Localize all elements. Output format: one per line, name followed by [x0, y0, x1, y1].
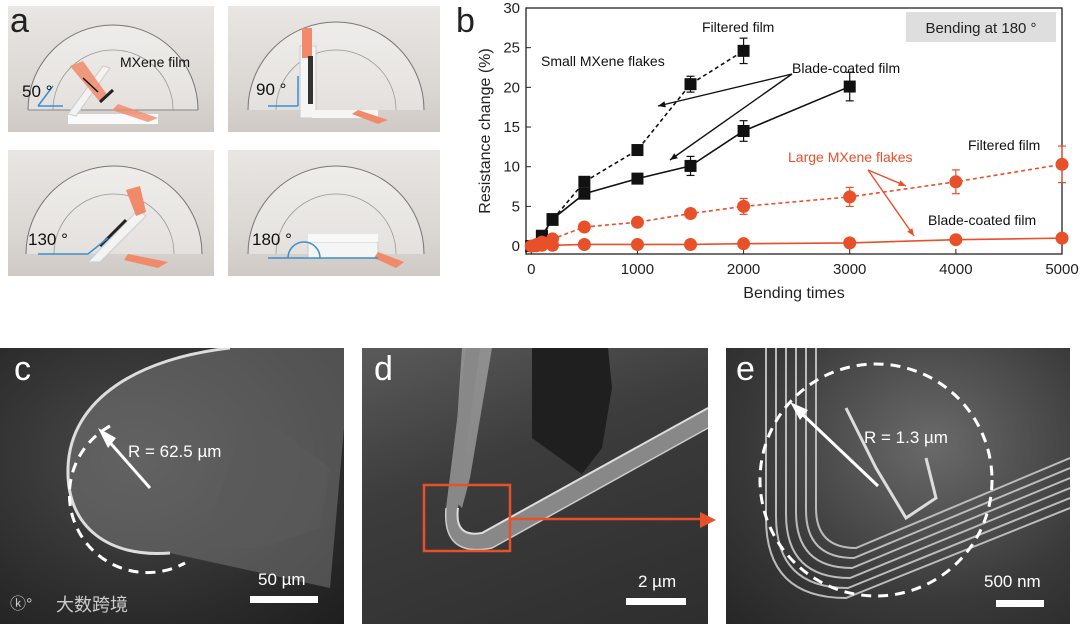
scale-label-d: 2 µm [638, 572, 677, 591]
radius-label-c: R = 62.5 µm [128, 442, 222, 461]
scale-bar-d [626, 598, 686, 605]
mxene-film-label: MXene film [120, 54, 191, 70]
data-point [843, 80, 856, 93]
data-point [535, 238, 549, 252]
data-point [1055, 231, 1069, 245]
data-point [631, 172, 644, 185]
scale-label-e: 500 nm [984, 572, 1041, 591]
data-point [737, 44, 750, 57]
x-tick-label: 4000 [939, 261, 972, 278]
data-point [843, 236, 857, 250]
data-point [631, 144, 644, 157]
chart-annotation: Filtered film [702, 19, 774, 35]
protractor-50-graphic [27, 24, 199, 124]
series-line [531, 237, 1063, 247]
data-point [737, 237, 751, 251]
arrow-head-icon [670, 153, 678, 160]
data-point [684, 78, 697, 91]
y-tick-label: 5 [512, 198, 520, 215]
data-point [577, 220, 591, 234]
y-axis-label: Resistance change (%) [477, 48, 494, 213]
photo-50deg: 50 ° MXene film [8, 6, 214, 132]
protractor-180-graphic [247, 165, 425, 268]
series-line [531, 163, 1063, 247]
data-point [684, 237, 698, 251]
data-point [546, 213, 559, 226]
photo-90deg: 90 ° [228, 6, 440, 132]
watermark-logo-icon: ⓚ° [10, 596, 33, 613]
data-point [684, 207, 698, 221]
sem-image-d: 2 µm [362, 348, 708, 624]
y-tick-label: 15 [503, 119, 520, 136]
data-point [578, 187, 591, 200]
chart-annotation: Blade-coated film [928, 212, 1036, 228]
sem-image-c: R = 62.5 µm 50 µm 大数跨境 ⓚ° [0, 348, 344, 624]
panel-c-label: c [14, 350, 31, 388]
angle-label-90: 90 ° [256, 80, 287, 99]
chart-annotation: Blade-coated film [792, 60, 900, 76]
data-point [737, 125, 750, 137]
arrow-head-icon [658, 101, 666, 108]
watermark: 大数跨境 [56, 595, 128, 616]
data-point [949, 233, 963, 247]
zoom-arrow-icon [700, 512, 716, 528]
angle-label-50: 50 ° [22, 82, 53, 101]
data-point [684, 159, 697, 172]
protractor-130-graphic [25, 165, 203, 268]
y-tick-label: 10 [503, 159, 520, 176]
plot-frame [525, 7, 1063, 255]
annotation-arrow [867, 169, 915, 237]
legend-box-text: Bending at 180 ° [925, 20, 1036, 37]
panel-b-label: b [456, 2, 475, 40]
data-point [843, 190, 857, 204]
arrow-head-icon [898, 180, 906, 187]
x-tick-label: 5000 [1045, 261, 1078, 278]
data-point [546, 238, 560, 252]
legend-box [906, 12, 1056, 42]
data-point [949, 175, 963, 189]
data-point [630, 215, 644, 229]
photo-180deg: 180 ° [228, 150, 440, 276]
chart-annotation: Small MXene flakes [541, 53, 665, 69]
annotation-arrow [657, 73, 793, 107]
y-tick-label: 30 [503, 0, 520, 17]
data-point [630, 237, 644, 251]
y-tick-label: 25 [503, 40, 520, 57]
angle-label-180: 180 ° [252, 230, 292, 249]
radius-label-e: R = 1.3 µm [864, 428, 948, 447]
y-tick-label: 0 [512, 238, 520, 255]
x-tick-label: 0 [527, 261, 535, 278]
y-tick-label: 20 [503, 79, 520, 96]
resistance-change-chart: 0 1000 2000 3000 4000 5000 0 5 10 15 20 25 30 Bending… [477, 0, 1079, 302]
data-point [737, 199, 751, 213]
data-point [577, 237, 591, 251]
arrow-head-icon [907, 228, 914, 236]
sem-d-graphic [422, 348, 708, 553]
sem-image-e: R = 1.3 µm 500 nm [726, 348, 1070, 624]
x-tick-label: 2000 [727, 261, 760, 278]
scale-bar-c [250, 596, 318, 603]
photo-130deg: 130 ° [8, 150, 214, 276]
chart-annotation: Large MXene flakes [788, 149, 913, 165]
chart-annotation: Filtered film [968, 137, 1040, 153]
scale-bar-e [996, 600, 1044, 607]
x-tick-label: 3000 [833, 261, 866, 278]
sem-e-graphic [758, 348, 1070, 600]
panel-d-label: d [374, 350, 393, 388]
annotation-arrow [669, 73, 793, 161]
x-tick-label: 1000 [621, 261, 654, 278]
x-axis-label: Bending times [743, 285, 844, 302]
protractor-90-graphic [247, 21, 425, 124]
sem-c-graphic [66, 348, 344, 588]
data-point [578, 175, 591, 188]
panel-e-label: e [736, 350, 755, 388]
panel-a-label: a [10, 2, 29, 40]
scale-label-c: 50 µm [258, 570, 306, 589]
data-point [1055, 157, 1069, 171]
angle-label-130: 130 ° [28, 230, 68, 249]
